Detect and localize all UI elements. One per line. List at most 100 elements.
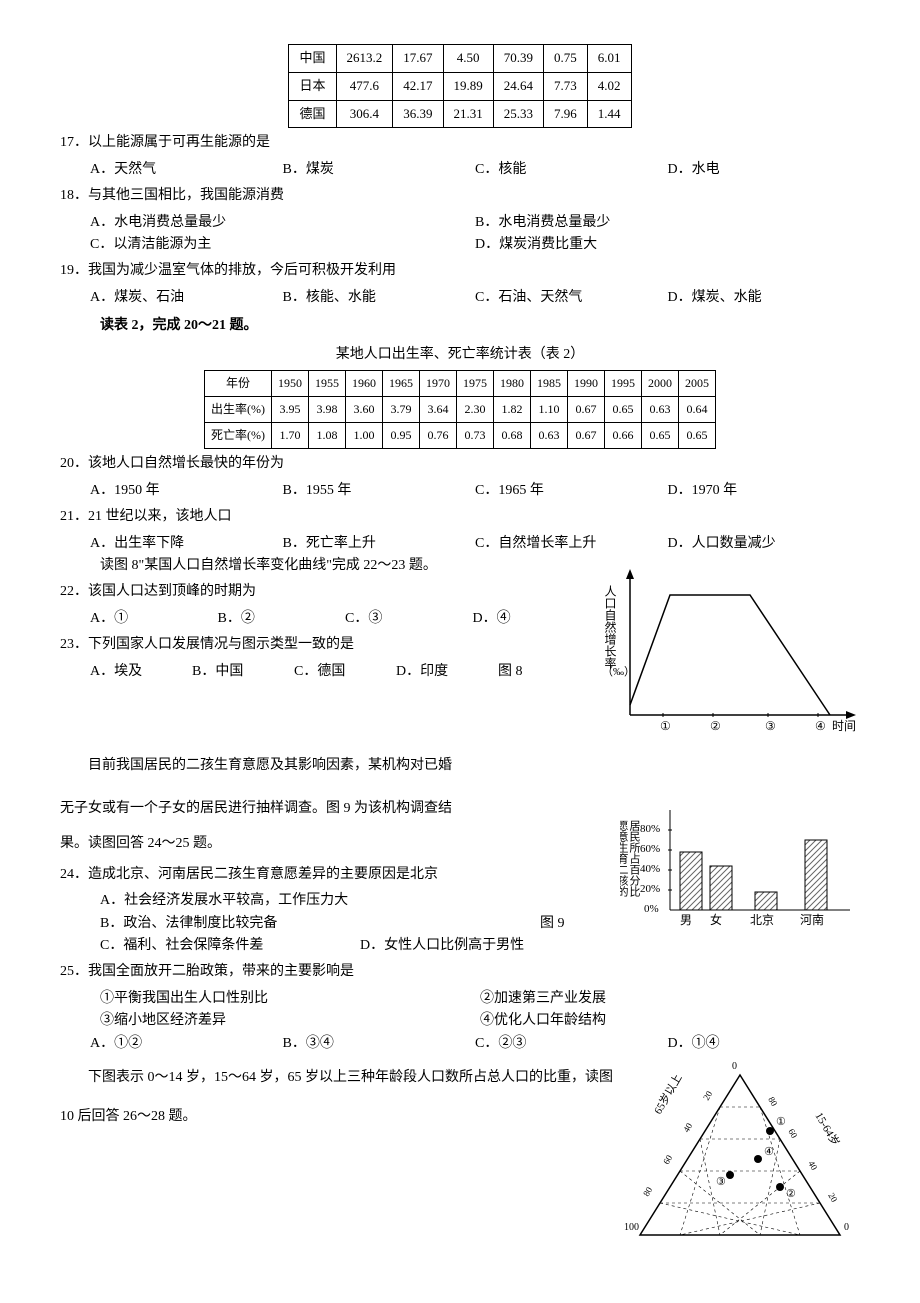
cell: 3.95 (272, 397, 309, 423)
cell: 3.98 (309, 397, 346, 423)
table2-title: 某地人口出生率、死亡率统计表（表 2） (60, 344, 860, 366)
fig8-chart: 人口自然增长率 （‰） ① ② ③ ④ 时间 (600, 555, 860, 743)
cell: 2005 (679, 370, 716, 396)
fig9-svg: 0% 20% 40% 60% 80% 男 女 北京 河南 愿意生育二孩的 居民所… (620, 790, 860, 930)
tri-axis: 65岁以上 (650, 1071, 684, 1116)
fig8-label: 图 8 (498, 661, 600, 683)
xtick: 河南 (800, 912, 824, 927)
option: D．④ (473, 608, 601, 630)
q19-stem: 19．我国为减少温室气体的排放，今后可积极开发利用 (60, 260, 860, 282)
table-row: 日本 477.6 42.17 19.89 24.64 7.73 4.02 (289, 72, 631, 100)
option: D．煤炭、水能 (668, 287, 861, 309)
fig8-section: 读图 8"某国人口自然增长率变化曲线"完成 22～23 题。 22．该国人口达到… (60, 555, 860, 743)
mark: ① (776, 1116, 786, 1128)
cell: 1985 (531, 370, 568, 396)
cell: 1975 (457, 370, 494, 396)
cell: 1.10 (531, 397, 568, 423)
table-header-row: 年份 1950 1955 1960 1965 1970 1975 1980 19… (205, 370, 716, 396)
cell: 0.65 (679, 423, 716, 449)
cell: 0.66 (605, 423, 642, 449)
option: B．煤炭 (283, 159, 476, 181)
fig8-tick: ④ (815, 719, 826, 733)
cell: 24.64 (493, 72, 543, 100)
lead-fig9-a: 目前我国居民的二孩生育意愿及其影响因素，某机构对已婚 (60, 751, 860, 782)
cell: 日本 (289, 72, 336, 100)
cell: 1995 (605, 370, 642, 396)
lead-table2: 读表 2，完成 20～21 题。 (60, 315, 860, 337)
cell: 0.67 (568, 397, 605, 423)
cell: 6.01 (587, 45, 631, 73)
tri-tick: 0 (732, 1061, 737, 1072)
fig8-tick: ③ (765, 719, 776, 733)
option: A．水电消费总量最少 (90, 212, 475, 234)
tri-tick: 20 (701, 1089, 714, 1102)
cell: 42.17 (393, 72, 443, 100)
cell: 0.75 (544, 45, 588, 73)
cell: 4.02 (587, 72, 631, 100)
tri-tick: 40 (681, 1121, 694, 1134)
cell: 3.79 (383, 397, 420, 423)
tri-tick: 100 (624, 1222, 639, 1233)
fig9-chart: 0% 20% 40% 60% 80% 男 女 北京 河南 愿意生育二孩的 居民所… (620, 790, 860, 938)
option: C．石油、天然气 (475, 287, 668, 309)
cell: 0.67 (568, 423, 605, 449)
cell: 477.6 (336, 72, 393, 100)
ytick: 20% (640, 883, 660, 895)
cell: 1.70 (272, 423, 309, 449)
cell: 1970 (420, 370, 457, 396)
fig8-yunit: （‰） (602, 665, 635, 678)
fig8-tick: ② (710, 719, 721, 733)
cell: 3.60 (346, 397, 383, 423)
option: A．1950 年 (90, 480, 283, 502)
cell: 3.64 (420, 397, 457, 423)
cell: 1990 (568, 370, 605, 396)
cell: 0.64 (679, 397, 716, 423)
option: C．自然增长率上升 (475, 533, 668, 555)
q21-stem: 21．21 世纪以来，该地人口 (60, 506, 860, 528)
cell: 德国 (289, 100, 336, 128)
option: A．煤炭、石油 (90, 287, 283, 309)
option: A．出生率下降 (90, 533, 283, 555)
cell: 7.73 (544, 72, 588, 100)
option: A．埃及 (90, 661, 192, 683)
cell: 1980 (494, 370, 531, 396)
fig8-svg: 人口自然增长率 （‰） ① ② ③ ④ 时间 (600, 555, 860, 735)
tri-tick: 0 (844, 1222, 849, 1233)
ytick: 60% (640, 843, 660, 855)
ytick: 0% (644, 903, 659, 915)
fig8-ylabel: 人口自然增长率 (603, 585, 617, 669)
population-table: 年份 1950 1955 1960 1965 1970 1975 1980 19… (204, 370, 716, 450)
q19-options: A．煤炭、石油 B．核能、水能 C．石油、天然气 D．煤炭、水能 (60, 287, 860, 309)
option: B．水电消费总量最少 (475, 212, 860, 234)
q22-options: A．① B．② C．③ D．④ (60, 608, 600, 630)
fig10-section: 下图表示 0～14 岁，15～64 岁，65 岁以上三种年龄段人口数所占总人口的… (60, 1055, 860, 1263)
cell: 2613.2 (336, 45, 393, 73)
cell: 4.50 (443, 45, 493, 73)
table-row: 中国 2613.2 17.67 4.50 70.39 0.75 6.01 (289, 45, 631, 73)
cell: 年份 (205, 370, 272, 396)
ytick: 80% (640, 823, 660, 835)
option: A．①② (90, 1033, 283, 1055)
option: D．人口数量减少 (668, 533, 861, 555)
option: B．② (218, 608, 346, 630)
q20-options: A．1950 年 B．1955 年 C．1965 年 D．1970 年 (60, 480, 860, 502)
cell: 0.65 (605, 397, 642, 423)
q24-opt: B．政治、法律制度比较完备 (60, 913, 540, 935)
table-row: 出生率(%) 3.95 3.98 3.60 3.79 3.64 2.30 1.8… (205, 397, 716, 423)
q17-options: A．天然气 B．煤炭 C．核能 D．水电 (60, 159, 860, 181)
q23-stem: 23．下列国家人口发展情况与图示类型一致的是 (60, 634, 600, 656)
cell: 0.63 (642, 397, 679, 423)
cell: 1.82 (494, 397, 531, 423)
fig8-tick: ① (660, 719, 671, 733)
fig9-ylabel-b: 居民所占百分比 (628, 820, 641, 897)
mark: ④ (764, 1146, 774, 1158)
cell: 0.95 (383, 423, 420, 449)
mark: ② (786, 1188, 796, 1200)
xtick: 男 (680, 913, 692, 927)
option: D．印度 (396, 661, 498, 683)
lead-fig9-c: 果。读图回答 24～25 题。 (60, 829, 620, 860)
cell: 21.31 (443, 100, 493, 128)
q21-options: A．出生率下降 B．死亡率上升 C．自然增长率上升 D．人口数量减少 (60, 533, 860, 555)
cell: 0.63 (531, 423, 568, 449)
lead-fig8: 读图 8"某国人口自然增长率变化曲线"完成 22～23 题。 (60, 555, 600, 577)
